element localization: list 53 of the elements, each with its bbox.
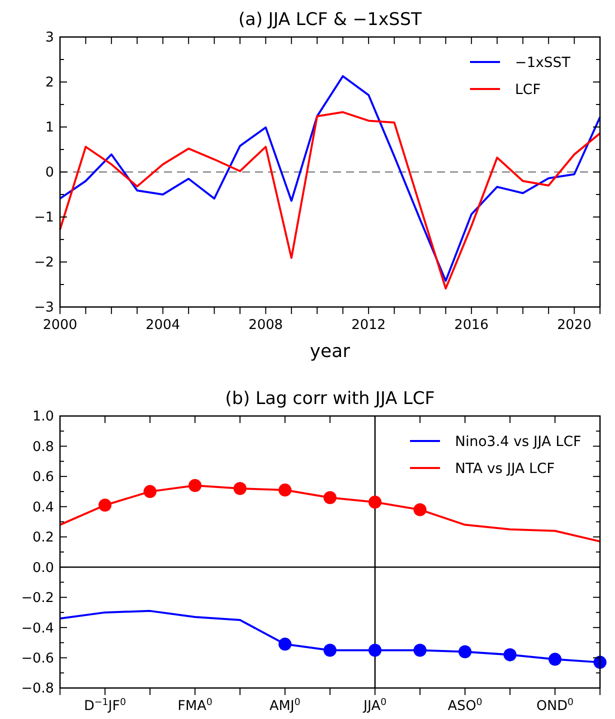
y-tick-label: −0.8 [21,680,54,697]
y-tick-label: 2 [45,74,54,91]
x-tick-label: 2012 [351,317,386,333]
y-tick-label: 0.8 [32,438,54,455]
chart-title: (b) Lag corr with JJA LCF [225,389,435,409]
point [144,485,156,498]
x-tick-label: AMJ$^{0}$ [270,696,300,714]
x-tick-label: ASO$^{0}$ [448,696,482,714]
x-tick-label: 2020 [557,317,592,333]
y-tick-label: 1 [45,120,54,136]
x-tick-label: FMA$^{0}$ [178,696,212,714]
x-tick-label: 2000 [42,317,78,333]
x-tick-label: OND$^{0}$ [536,696,574,714]
legend-label: Nino3.4 vs JJA LCF [455,434,582,450]
point [548,652,562,666]
y-tick-label: 1.0 [32,408,54,425]
y-tick-label: −0.2 [21,590,54,606]
x-axis-title: year [310,341,351,362]
y-tick-label: 0.4 [32,499,54,516]
point [278,484,292,497]
point [188,479,202,492]
y-tick-label: −1 [34,210,54,226]
point [324,491,336,504]
x-tick-label: 2016 [454,317,489,333]
point [324,644,336,657]
legend-label: −1xSST [515,54,571,71]
point [368,496,382,509]
chart-title: (a) JJA LCF & −1xSST [238,10,422,30]
point [98,498,112,512]
point [504,648,516,662]
y-tick-label: 0.2 [32,530,54,546]
y-tick-label: −2 [34,254,54,271]
point [458,645,472,658]
y-tick-label: −0.4 [21,620,54,636]
y-tick-label: 3 [45,30,54,46]
point [234,482,246,496]
x-tick-label: D$^{−1}$JF$^{0}$ [84,696,126,714]
point [278,638,292,651]
y-tick-label: 0 [45,164,54,181]
y-tick-label: −3 [34,300,54,316]
y-tick-label: 0.0 [32,560,54,576]
line-series [59,111,601,290]
legend-label: LCF [515,82,541,98]
x-tick-label: 2004 [146,317,180,333]
line-series [59,75,601,282]
point [368,644,382,657]
y-tick-label: −0.6 [21,650,54,667]
point [414,503,426,516]
y-tick-label: 0.6 [32,469,54,486]
x-tick-label: JJA$^{0}$ [362,696,386,714]
x-tick-label: 2008 [248,317,283,333]
point [414,644,426,657]
legend-label: NTA vs JJA LCF [455,460,555,477]
